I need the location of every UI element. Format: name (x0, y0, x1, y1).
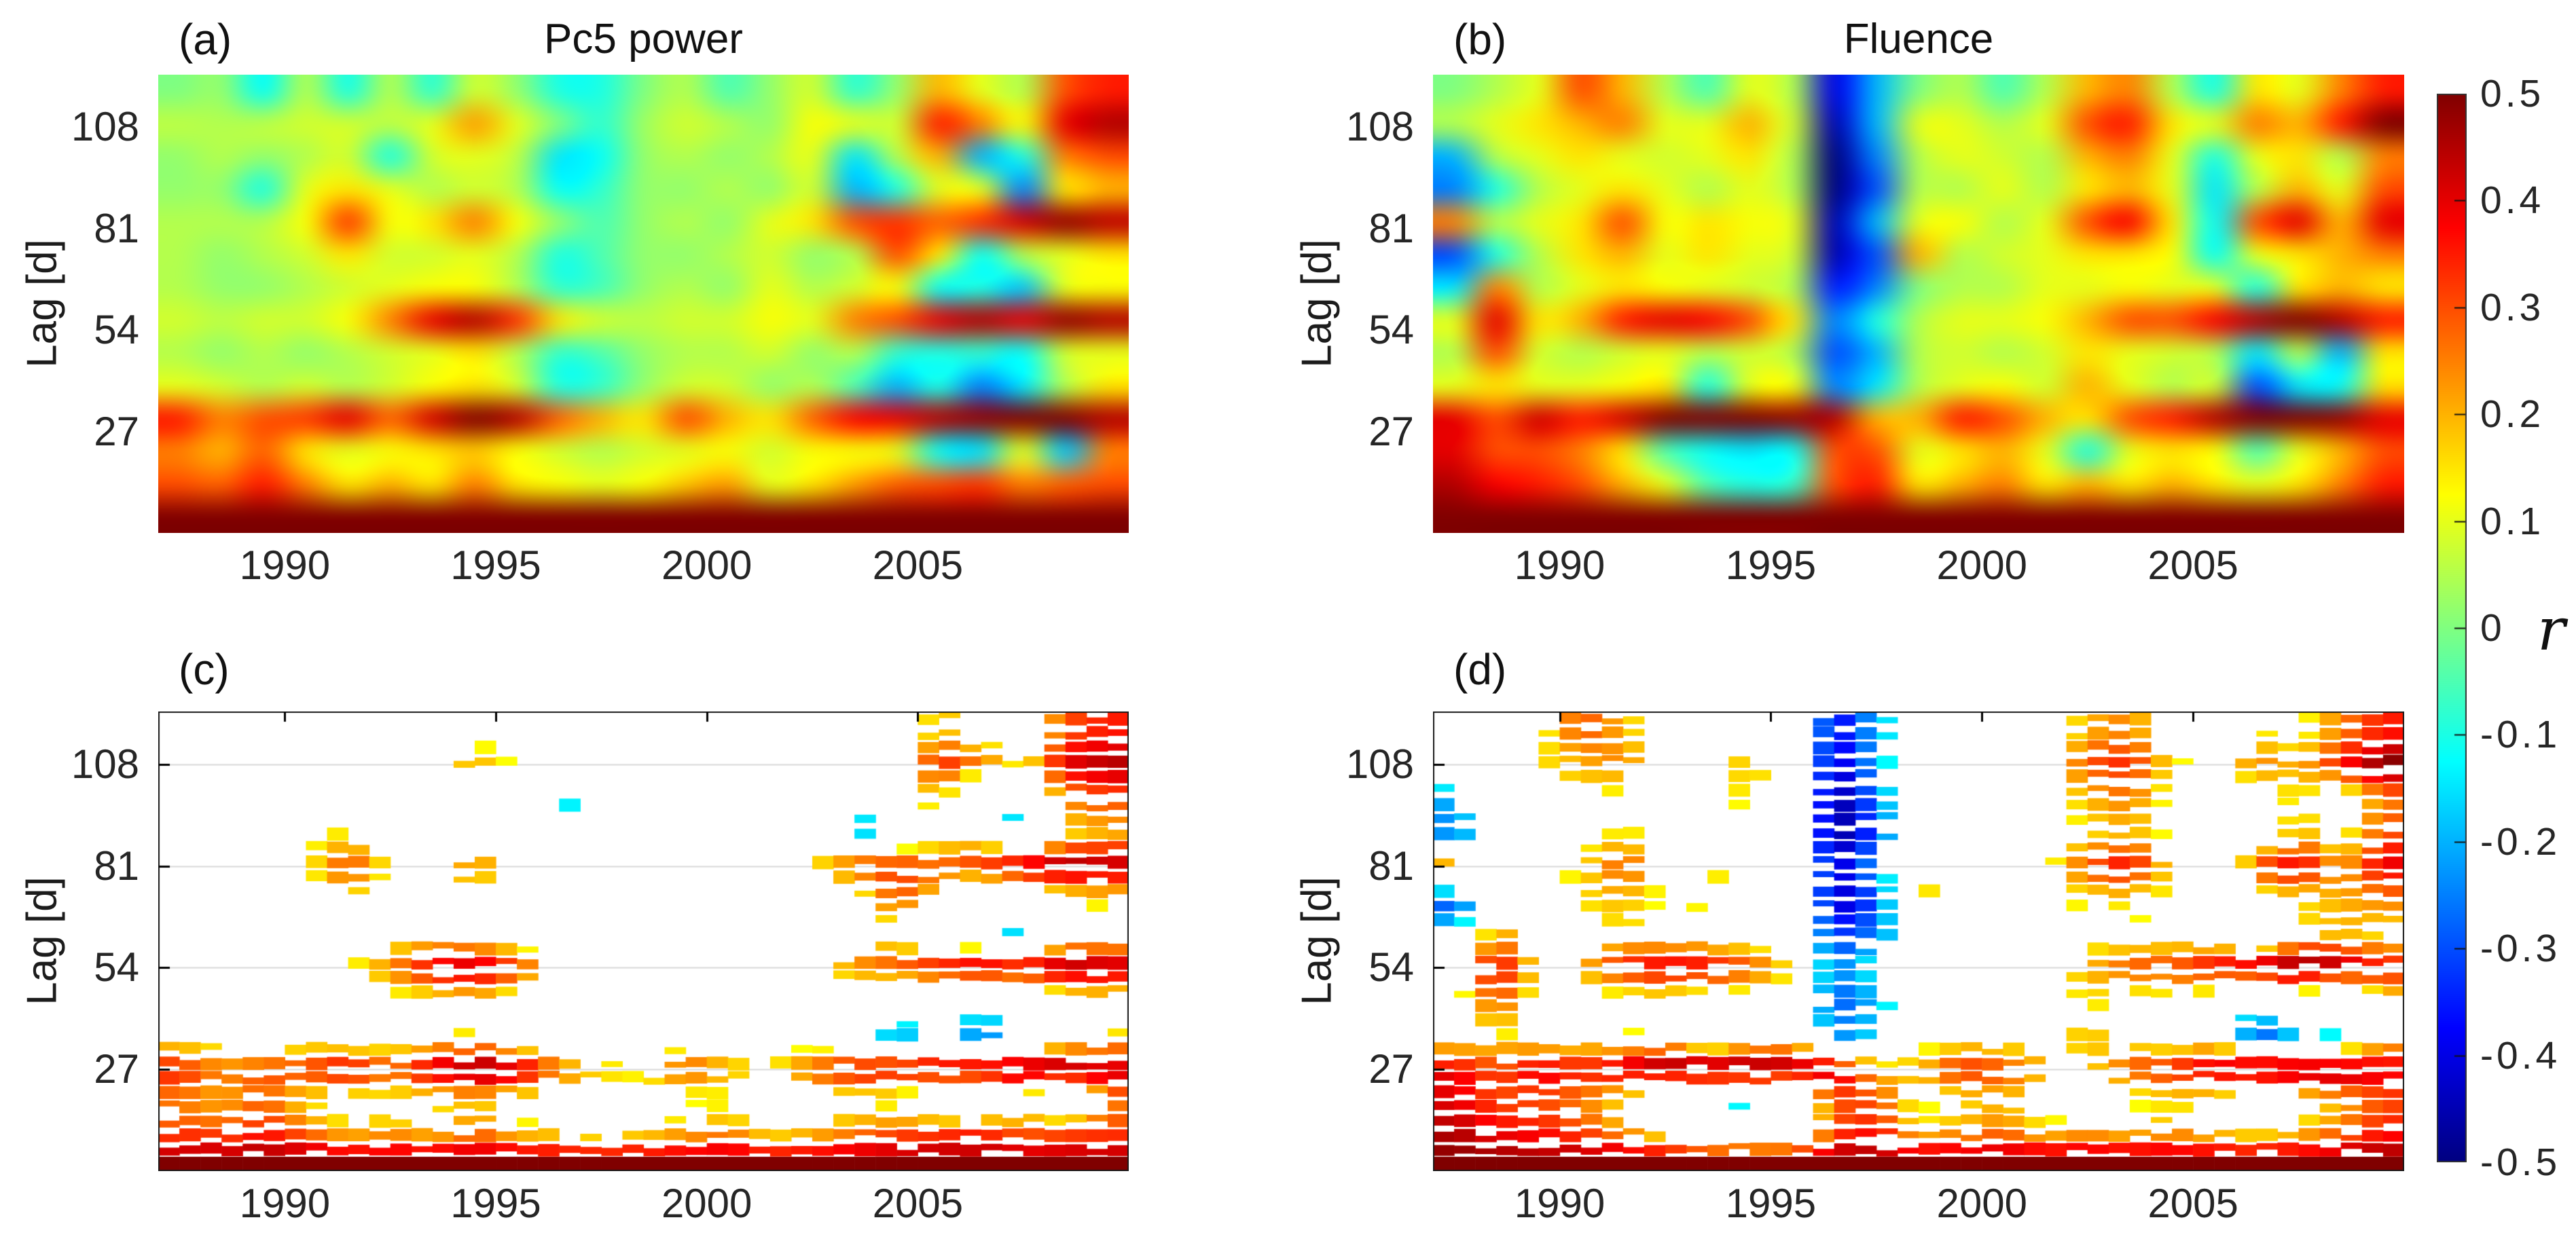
heatmap-a-canvas (158, 75, 1129, 533)
panel-c-label: (c) (179, 645, 230, 694)
panel-a-label: (a) (179, 15, 232, 64)
colorbar-tick-label: 0.3 (2480, 285, 2545, 329)
x-tick-label: 2000 (661, 1181, 752, 1226)
y-tick-label: 81 (94, 205, 139, 251)
x-tick-label: 1995 (450, 1181, 541, 1226)
heatmap-panel-a (158, 75, 1129, 533)
y-tick-label: 27 (94, 1046, 139, 1092)
y-tick-label: 108 (1345, 104, 1414, 150)
colorbar-tick-label: -0.3 (2480, 927, 2561, 971)
colorbar-tick-label: 0.4 (2480, 179, 2545, 223)
panel-b-label: (b) (1453, 15, 1507, 64)
heatmap-d-canvas (1433, 711, 2404, 1171)
x-tick-label: 1990 (1514, 542, 1606, 588)
x-tick-label: 2005 (872, 542, 964, 588)
colorbar-tick-label: -0.1 (2480, 713, 2561, 757)
x-tick-label: 2005 (2147, 542, 2238, 588)
colorbar-tick-label: -0.5 (2480, 1141, 2561, 1184)
colorbar-tick-label: 0.5 (2480, 72, 2545, 115)
y-tick-label: 54 (94, 944, 139, 991)
x-tick-label: 1995 (1725, 1181, 1817, 1226)
x-tick-label: 2005 (872, 1181, 964, 1226)
heatmap-panel-d (1433, 711, 2404, 1171)
panel-a-title: Pc5 power (544, 16, 743, 62)
heatmap-panel-b (1433, 75, 2404, 533)
y-tick-label: 108 (71, 104, 139, 150)
x-tick-label: 2000 (1936, 542, 2027, 588)
y-tick-label: 108 (1345, 741, 1414, 787)
colorbar-tick-label: 0.2 (2480, 392, 2545, 437)
y-tick-label: 81 (1368, 843, 1414, 889)
panel-b-title: Fluence (1843, 16, 1994, 62)
x-tick-label: 2000 (1936, 1181, 2027, 1226)
y-tick-label: 81 (1368, 205, 1414, 251)
y-tick-label: 54 (94, 307, 139, 353)
panel-d-label: (d) (1453, 645, 1507, 694)
y-tick-label: 108 (71, 741, 139, 787)
heatmap-b-canvas (1433, 75, 2404, 533)
colorbar (2437, 94, 2467, 1166)
x-tick-label: 1995 (450, 542, 541, 588)
colorbar-tick-label: -0.2 (2480, 819, 2561, 864)
x-tick-label: 2005 (2147, 1181, 2238, 1226)
y-tick-label: 27 (1368, 408, 1414, 454)
y-tick-label: 27 (1368, 1046, 1414, 1092)
colorbar-tick-label: 0 (2480, 606, 2505, 650)
colorbar-canvas (2437, 94, 2467, 1162)
heatmap-c-canvas (158, 711, 1129, 1171)
colorbar-tick-label: -0.4 (2480, 1033, 2561, 1077)
x-tick-label: 2000 (661, 542, 752, 588)
x-tick-label: 1995 (1725, 542, 1817, 588)
y-tick-label: 27 (94, 408, 139, 454)
y-tick-label: 81 (94, 843, 139, 889)
y-tick-label: 54 (1368, 307, 1414, 353)
x-tick-label: 1990 (239, 1181, 331, 1226)
x-tick-label: 1990 (239, 542, 331, 588)
heatmap-panel-c (158, 711, 1129, 1171)
y-tick-label: 54 (1368, 944, 1414, 991)
x-tick-label: 1990 (1514, 1181, 1606, 1226)
colorbar-tick-label: 0.1 (2480, 499, 2545, 543)
colorbar-label-r: r (2537, 596, 2566, 664)
